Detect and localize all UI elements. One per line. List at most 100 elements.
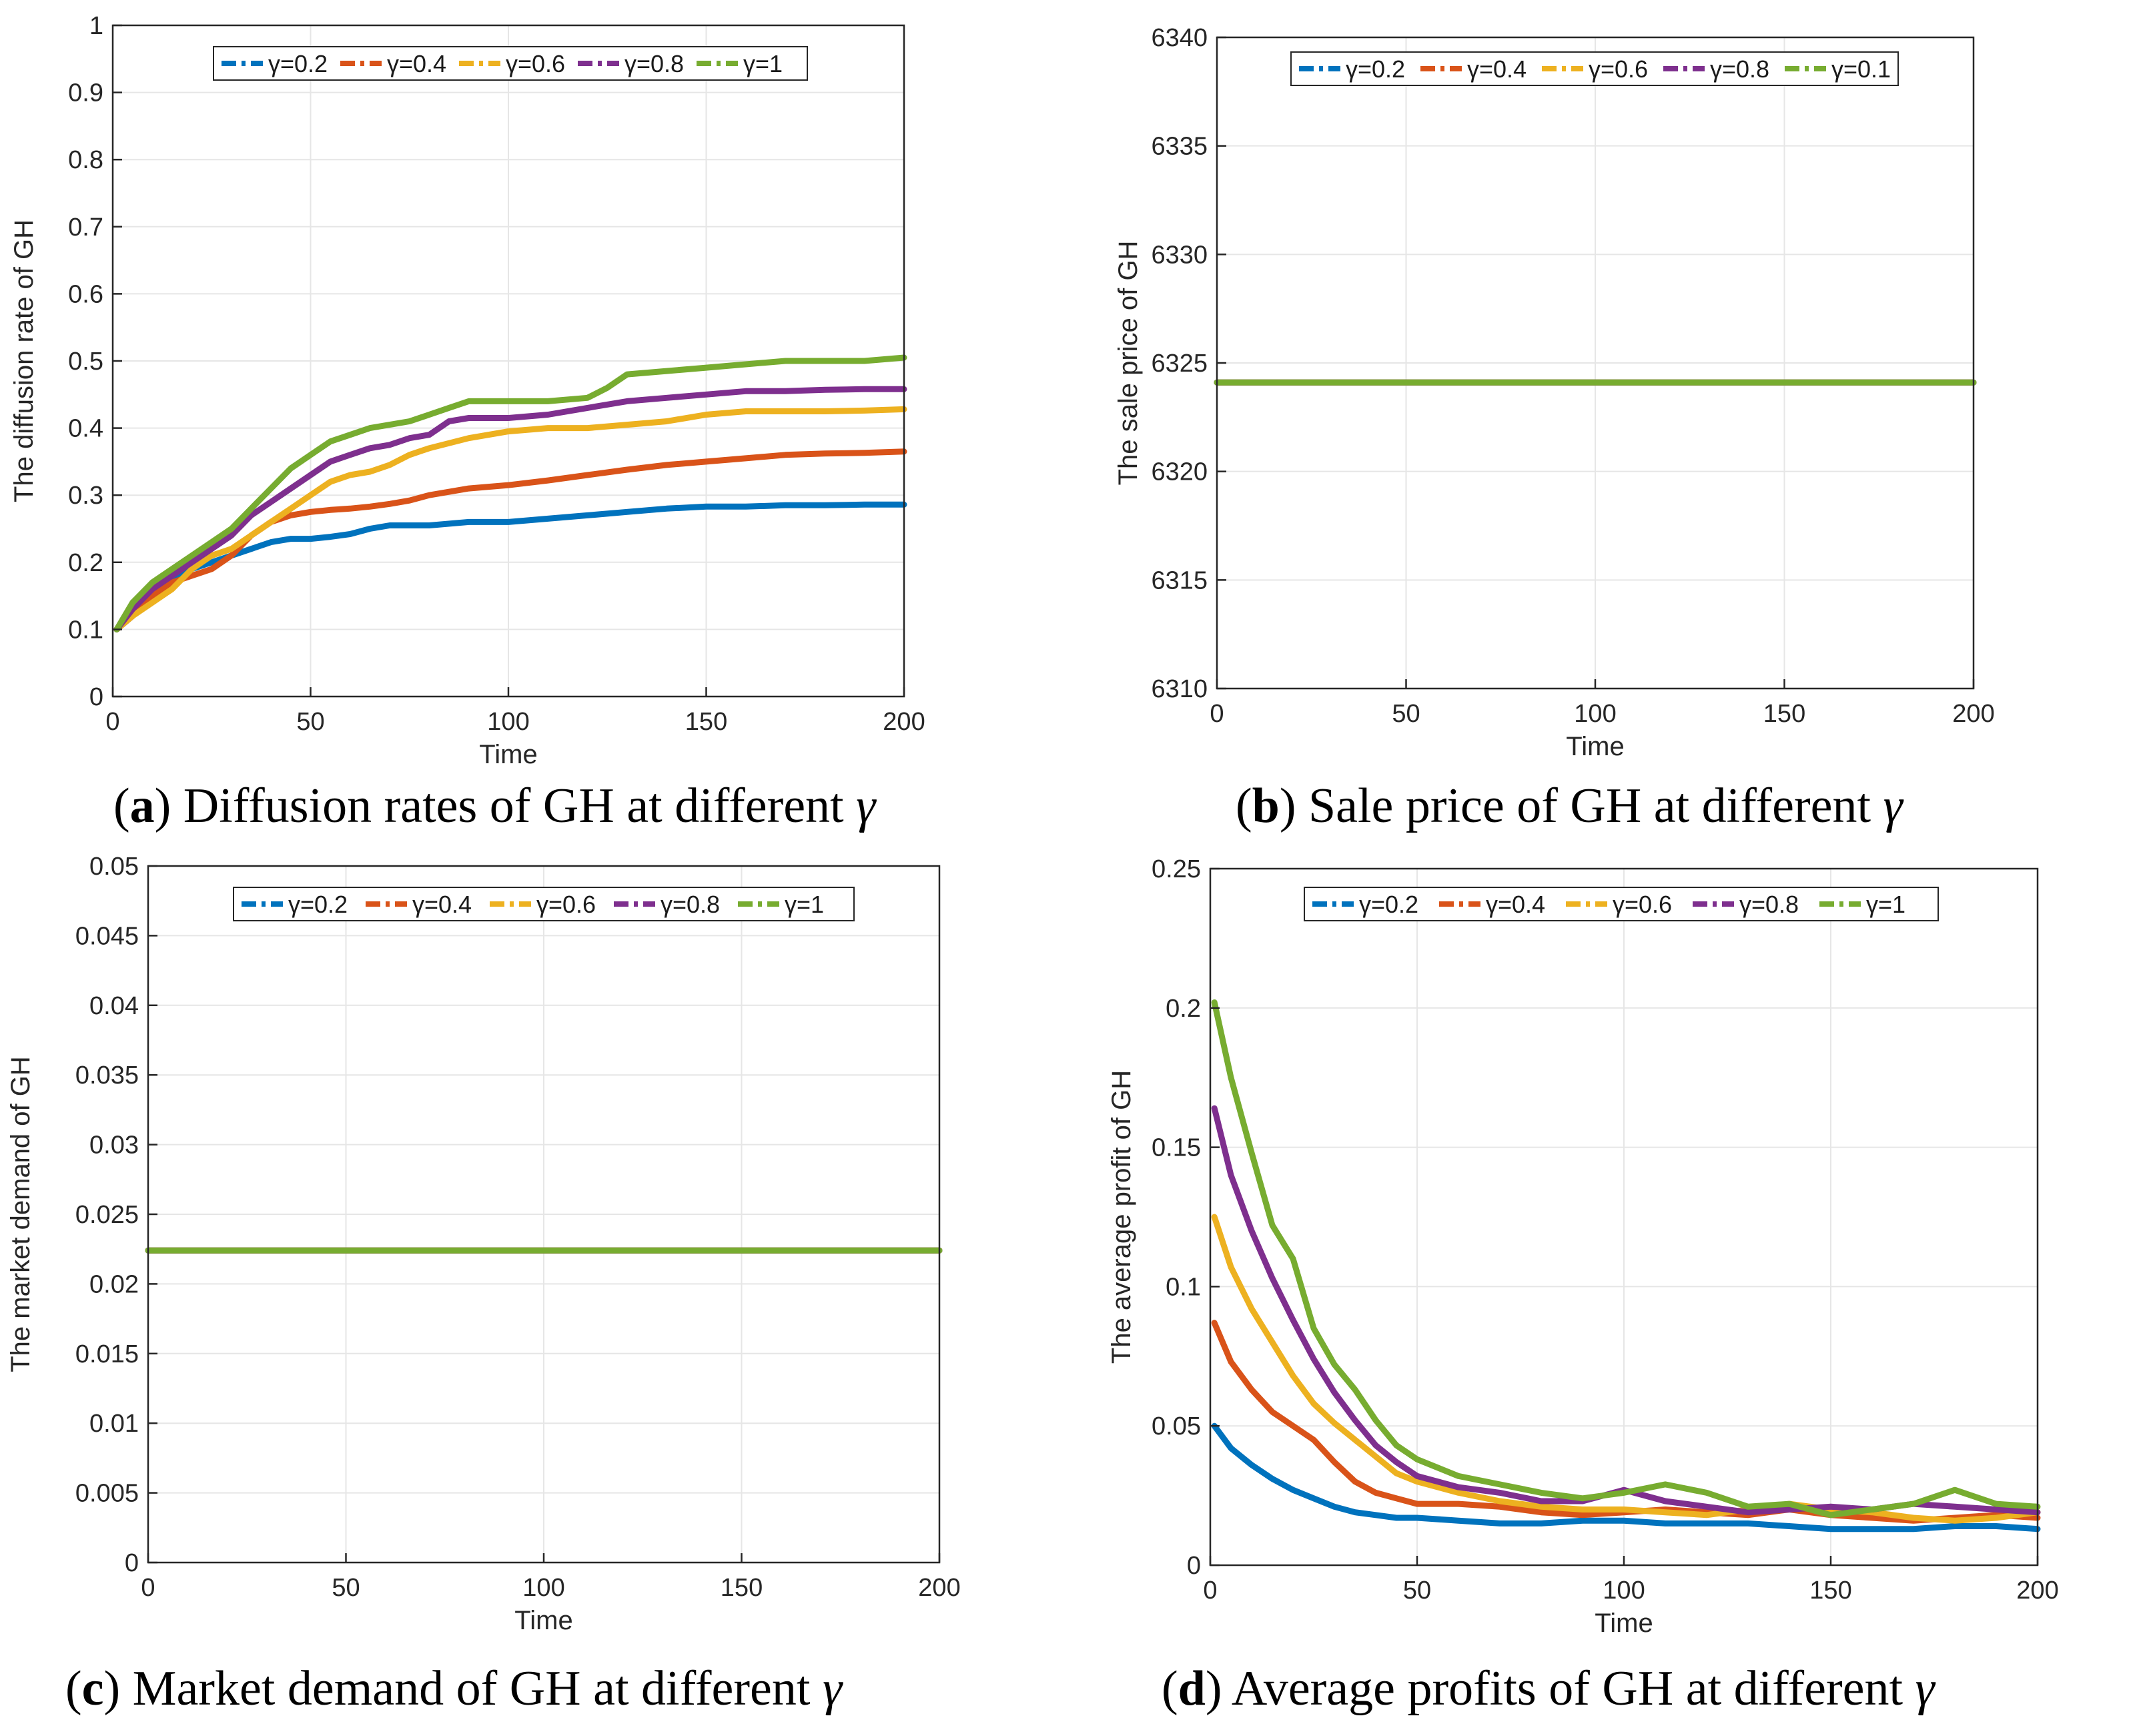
legend-label: γ=0.2 — [268, 50, 328, 77]
legend-label: γ=0.2 — [288, 891, 348, 918]
x-tick-label: 100 — [487, 708, 529, 736]
subfigure-caption: (c) Market demand of GH at different γ — [65, 1661, 843, 1716]
x-tick-label: 200 — [1952, 700, 1994, 728]
y-tick-label: 1 — [89, 12, 103, 40]
legend: γ=0.2 γ=0.4 γ=0.6 γ=0.8 γ=1 — [233, 887, 855, 921]
x-tick-label: 0 — [1210, 700, 1224, 728]
y-tick-label: 6335 — [1151, 133, 1208, 161]
y-tick-label: 0.4 — [68, 415, 103, 443]
legend-label: γ=0.4 — [387, 50, 446, 77]
y-tick-label: 6315 — [1151, 566, 1208, 594]
legend-label: γ=0.6 — [1589, 55, 1648, 83]
y-tick-label: 0.04 — [89, 992, 139, 1020]
legend-label: γ=0.4 — [412, 891, 472, 918]
y-tick-label: 0.05 — [1152, 1412, 1201, 1440]
y-tick-label: 0.2 — [1166, 995, 1201, 1023]
legend-label: γ=0.4 — [1467, 55, 1527, 83]
y-tick-label: 0.1 — [1166, 1273, 1201, 1301]
series-line-0 — [1211, 1422, 2041, 1533]
y-tick-label: 0.035 — [75, 1061, 139, 1090]
x-tick-label: 200 — [883, 708, 925, 736]
legend-label: γ=1 — [743, 50, 783, 77]
legend-label: γ=0.1 — [1831, 55, 1891, 83]
y-tick-label: 6340 — [1151, 24, 1208, 52]
y-tick-label: 0.7 — [68, 213, 103, 242]
legend-label: γ=0.2 — [1346, 55, 1405, 83]
legend-label: γ=0.6 — [536, 891, 596, 918]
x-axis-label: Time — [1595, 1609, 1653, 1638]
x-tick-label: 150 — [685, 708, 727, 736]
legend-label: γ=0.6 — [1613, 891, 1672, 918]
series-line-1 — [1211, 1320, 2041, 1524]
y-tick-label: 0.015 — [75, 1340, 139, 1368]
legend-label: γ=1 — [1866, 891, 1905, 918]
y-tick-label: 0.005 — [75, 1480, 139, 1508]
x-tick-label: 100 — [1603, 1577, 1645, 1605]
x-tick-label: 200 — [918, 1574, 960, 1602]
legend-label: γ=0.8 — [1739, 891, 1799, 918]
legend-label: γ=0.8 — [661, 891, 720, 918]
y-tick-label: 0.01 — [89, 1410, 139, 1438]
x-tick-label: 100 — [1574, 700, 1616, 728]
y-tick-label: 0.6 — [68, 280, 103, 308]
legend: γ=0.2 γ=0.4 γ=0.6 γ=0.8 γ=0.1 — [1290, 51, 1899, 86]
x-tick-label: 50 — [1403, 1577, 1431, 1605]
legend-label: γ=0.4 — [1486, 891, 1545, 918]
x-tick-label: 150 — [1809, 1577, 1851, 1605]
legend-label: γ=1 — [785, 891, 824, 918]
x-tick-label: 50 — [332, 1574, 360, 1602]
x-axis-label: Time — [514, 1606, 572, 1635]
y-tick-label: 0 — [89, 683, 103, 711]
x-tick-label: 50 — [1392, 700, 1420, 728]
legend: γ=0.2 γ=0.4 γ=0.6 γ=0.8 γ=1 — [213, 46, 808, 81]
y-tick-label: 0.15 — [1152, 1134, 1201, 1162]
subfigure-caption: (d) Average profits of GH at different γ — [1162, 1661, 1936, 1716]
x-tick-label: 200 — [2016, 1577, 2058, 1605]
legend-label: γ=0.2 — [1359, 891, 1418, 918]
subfigure-caption: (a) Diffusion rates of GH at different γ — [113, 779, 877, 833]
y-tick-label: 0.5 — [68, 348, 103, 376]
y-tick-label: 0.045 — [75, 922, 139, 950]
chart-a: 0 50 100 150 200 0 0.1 0.2 0.3 0.4 0.5 0.6 0.7 0.8 0.9… — [9, 12, 925, 833]
y-tick-label: 0.2 — [68, 549, 103, 577]
legend: γ=0.2 γ=0.4 γ=0.6 γ=0.8 γ=1 — [1304, 887, 1939, 921]
x-tick-label: 0 — [141, 1574, 155, 1602]
y-axis-label: The diffusion rate of GH — [9, 220, 39, 502]
x-tick-label: 150 — [1763, 700, 1805, 728]
y-tick-label: 0.9 — [68, 79, 103, 107]
legend-label: γ=0.6 — [506, 50, 565, 77]
subfigure-caption: (b) Sale price of GH at different γ — [1236, 779, 1904, 833]
series-line-2 — [113, 406, 907, 632]
series-line-0 — [113, 501, 907, 632]
y-tick-label: 6310 — [1151, 675, 1208, 703]
y-tick-label: 6320 — [1151, 458, 1208, 486]
series-line-4 — [113, 354, 907, 632]
y-axis-label: The average profit of GH — [1107, 1070, 1136, 1364]
y-tick-label: 0 — [1187, 1552, 1201, 1580]
x-tick-label: 0 — [1203, 1577, 1217, 1605]
y-tick-label: 0.1 — [68, 616, 103, 644]
y-tick-label: 6325 — [1151, 350, 1208, 378]
chart-b: 0 50 100 150 200 6310 6315 6320 6325 6330 6335 6340… — [1114, 24, 1995, 833]
legend-label: γ=0.8 — [624, 50, 684, 77]
x-axis-label: Time — [1566, 732, 1624, 761]
legend-label: γ=0.8 — [1710, 55, 1769, 83]
y-tick-label: 0.25 — [1152, 855, 1201, 883]
chart-d: 0 50 100 150 200 0 0.05 0.1 0.15 0.2 0.25 Time The a… — [1107, 855, 2059, 1716]
series-line-3 — [113, 386, 907, 632]
y-tick-label: 6330 — [1151, 241, 1208, 269]
series-line-4 — [1211, 999, 2041, 1518]
x-tick-label: 0 — [105, 708, 119, 736]
y-tick-label: 0 — [125, 1549, 139, 1577]
y-tick-label: 0.05 — [89, 853, 139, 881]
y-tick-label: 0.8 — [68, 146, 103, 174]
y-axis-label: The sale price of GH — [1114, 241, 1143, 486]
chart-c: 0 50 100 150 200 0 0.005 0.01 0.015 0.02 0.025 0.03… — [6, 853, 961, 1716]
y-tick-label: 0.02 — [89, 1270, 139, 1298]
x-tick-label: 150 — [721, 1574, 763, 1602]
y-tick-label: 0.03 — [89, 1132, 139, 1160]
x-tick-label: 50 — [296, 708, 324, 736]
series-line-1 — [113, 448, 907, 632]
x-tick-label: 100 — [522, 1574, 564, 1602]
y-tick-label: 0.3 — [68, 482, 103, 510]
